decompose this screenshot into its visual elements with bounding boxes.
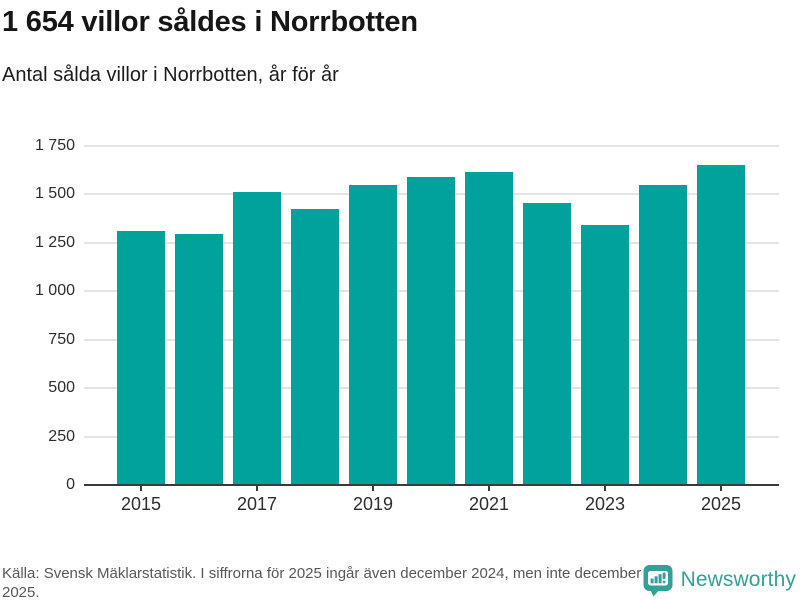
x-tick-2015 — [140, 486, 142, 491]
logo-bar-small — [650, 578, 654, 583]
y-tick-label-0: 0 — [66, 476, 75, 493]
y-tick-label-500: 500 — [48, 379, 75, 397]
plot-area — [84, 145, 779, 485]
bar-2018 — [291, 209, 339, 485]
bar-2022 — [523, 203, 571, 485]
y-tick-label-750: 750 — [48, 330, 75, 348]
logo-bubble-tail — [649, 588, 660, 596]
chart-title: 1 654 villor såldes i Norrbotten — [2, 6, 418, 38]
x-tick-label-2025: 2025 — [700, 494, 742, 514]
newsworthy-logo-icon — [643, 564, 673, 596]
x-tick-2019 — [372, 486, 374, 491]
y-tick-label-1750: 1 750 — [34, 137, 75, 154]
bar-2023 — [581, 224, 629, 485]
x-tick-2021 — [488, 486, 490, 491]
bar-2019 — [349, 184, 397, 485]
bar-2025 — [697, 164, 745, 485]
y-tick-label-250: 250 — [48, 427, 75, 445]
chart-subtitle: Antal sålda villor i Norrbotten, år för … — [2, 64, 339, 86]
x-tick-2025 — [720, 486, 722, 491]
logo-bar-tall — [658, 573, 662, 583]
x-tick-2023 — [604, 486, 606, 491]
bar-2015 — [117, 230, 165, 485]
x-tick-label-2017: 2017 — [236, 494, 278, 514]
source-note: Källa: Svensk Mäklarstatistik. I siffror… — [2, 565, 642, 600]
y-tick-label-1500: 1 500 — [34, 185, 75, 203]
bar-2020 — [407, 177, 455, 485]
bar-2024 — [639, 184, 687, 485]
bar-2017 — [233, 192, 281, 485]
y-tick-label-1000: 1 000 — [34, 282, 75, 300]
logo-exclamation-dot — [662, 580, 666, 583]
x-tick-2017 — [256, 486, 258, 491]
brand-name: Newsworthy — [680, 568, 796, 591]
x-tick-label-2023: 2023 — [584, 494, 626, 514]
x-tick-label-2021: 2021 — [468, 494, 510, 514]
logo-exclamation-bar — [662, 572, 666, 579]
bar-2016 — [175, 233, 223, 485]
y-tick-label-1250: 1 250 — [34, 233, 75, 251]
logo-bar-medium — [654, 575, 658, 583]
gridline-1750 — [84, 145, 779, 147]
x-axis-line — [84, 484, 779, 486]
x-tick-label-2015: 2015 — [120, 494, 162, 514]
brand-logo: Newsworthy — [643, 564, 796, 596]
x-tick-label-2019: 2019 — [352, 494, 394, 514]
bar-2021 — [465, 171, 513, 485]
